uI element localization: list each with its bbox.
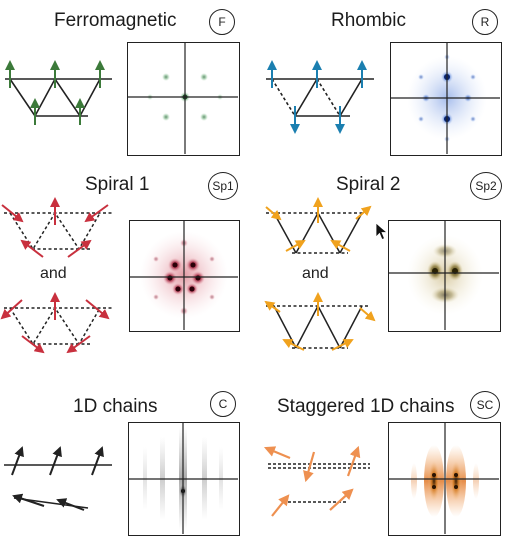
panel-title: Staggered 1D chains (277, 396, 455, 417)
panel-badge: Sp2 (470, 172, 502, 200)
panel-badge: Sp1 (208, 172, 238, 200)
and-label: and (302, 265, 329, 282)
and-label: and (40, 265, 67, 282)
panel-title: 1D chains (73, 396, 158, 417)
ferromagnetic-lattice-diagram (4, 60, 112, 125)
staggered-1d-chains-diffraction-pattern (388, 422, 501, 536)
rhombic-lattice-diagram (266, 60, 374, 134)
panel-badge: R (472, 9, 498, 35)
panel-badge: SC (470, 391, 500, 419)
panel-title: Ferromagnetic (54, 10, 177, 31)
spiral-1-lattice-diagram-upper (1, 197, 114, 258)
1d-chains-diffraction-pattern (128, 422, 240, 536)
ferromagnetic-diffraction-pattern (127, 42, 240, 156)
spiral-2-diffraction-pattern (388, 220, 501, 332)
panel-title: Spiral 1 (85, 174, 150, 195)
staggered-1d-chains-lattice-diagram (263, 445, 370, 517)
panel-title: Spiral 2 (336, 174, 401, 195)
panel-title: Rhombic (331, 10, 406, 31)
spiral-2-lattice-diagram-lower (264, 292, 376, 351)
panel-badge: F (209, 9, 235, 35)
1d-chains-lattice-diagram (4, 446, 112, 511)
spiral-2-lattice-diagram-upper (265, 197, 372, 254)
mouse-pointer-icon (375, 222, 389, 241)
spiral-1-lattice-diagram-lower (0, 292, 114, 354)
panel-badge: C (210, 391, 236, 417)
rhombic-diffraction-pattern (390, 42, 502, 156)
spiral-1-diffraction-pattern (129, 220, 240, 332)
